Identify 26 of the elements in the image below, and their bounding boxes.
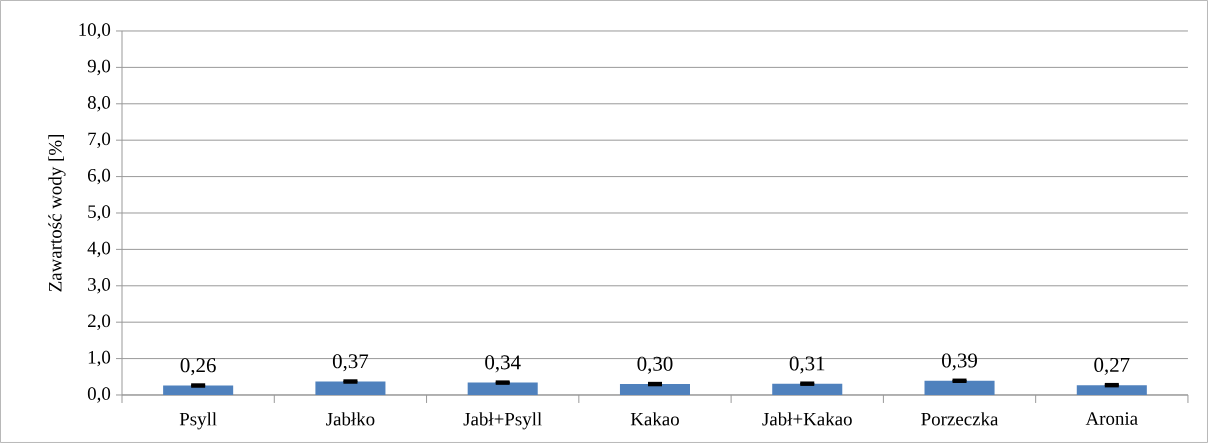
- y-tick-label: 4,0: [87, 241, 111, 258]
- x-tick-label: Jabł+Psyll: [463, 412, 542, 430]
- y-tick-label: 5,0: [88, 205, 111, 221]
- y-tick-label: 1,0: [88, 350, 111, 367]
- data-label: 0,37: [332, 354, 369, 372]
- y-tick-label: 8,0: [87, 96, 111, 112]
- x-tick-label: Aronia: [1085, 412, 1138, 425]
- y-tick-label: 9,0: [87, 59, 111, 76]
- x-tick-label: Jabłko: [326, 412, 375, 426]
- y-tick-label: 0,0: [87, 387, 111, 403]
- data-label: 0,34: [485, 355, 521, 373]
- x-tick-label: Porzeczka: [921, 412, 999, 426]
- y-tick-label: 10,0: [79, 23, 111, 39]
- y-tick-label: 3,0: [88, 278, 111, 294]
- x-tick-label: Psyll: [179, 412, 217, 430]
- data-label: 0,27: [1094, 357, 1130, 375]
- data-label: 0,26: [180, 358, 216, 376]
- y-tick-label: 6,0: [87, 168, 111, 185]
- y-tick-label: 2,0: [88, 314, 111, 330]
- y-axis-title: Zawartość wody [%]: [48, 135, 66, 292]
- y-tick-label: 7,0: [88, 132, 111, 148]
- data-label: 0,31: [789, 356, 825, 374]
- data-label: 0,39: [942, 353, 977, 371]
- x-tick-label: Jabł+Kakao: [762, 412, 852, 426]
- x-tick-label: Kakao: [630, 412, 679, 426]
- data-label: 0,30: [637, 356, 673, 374]
